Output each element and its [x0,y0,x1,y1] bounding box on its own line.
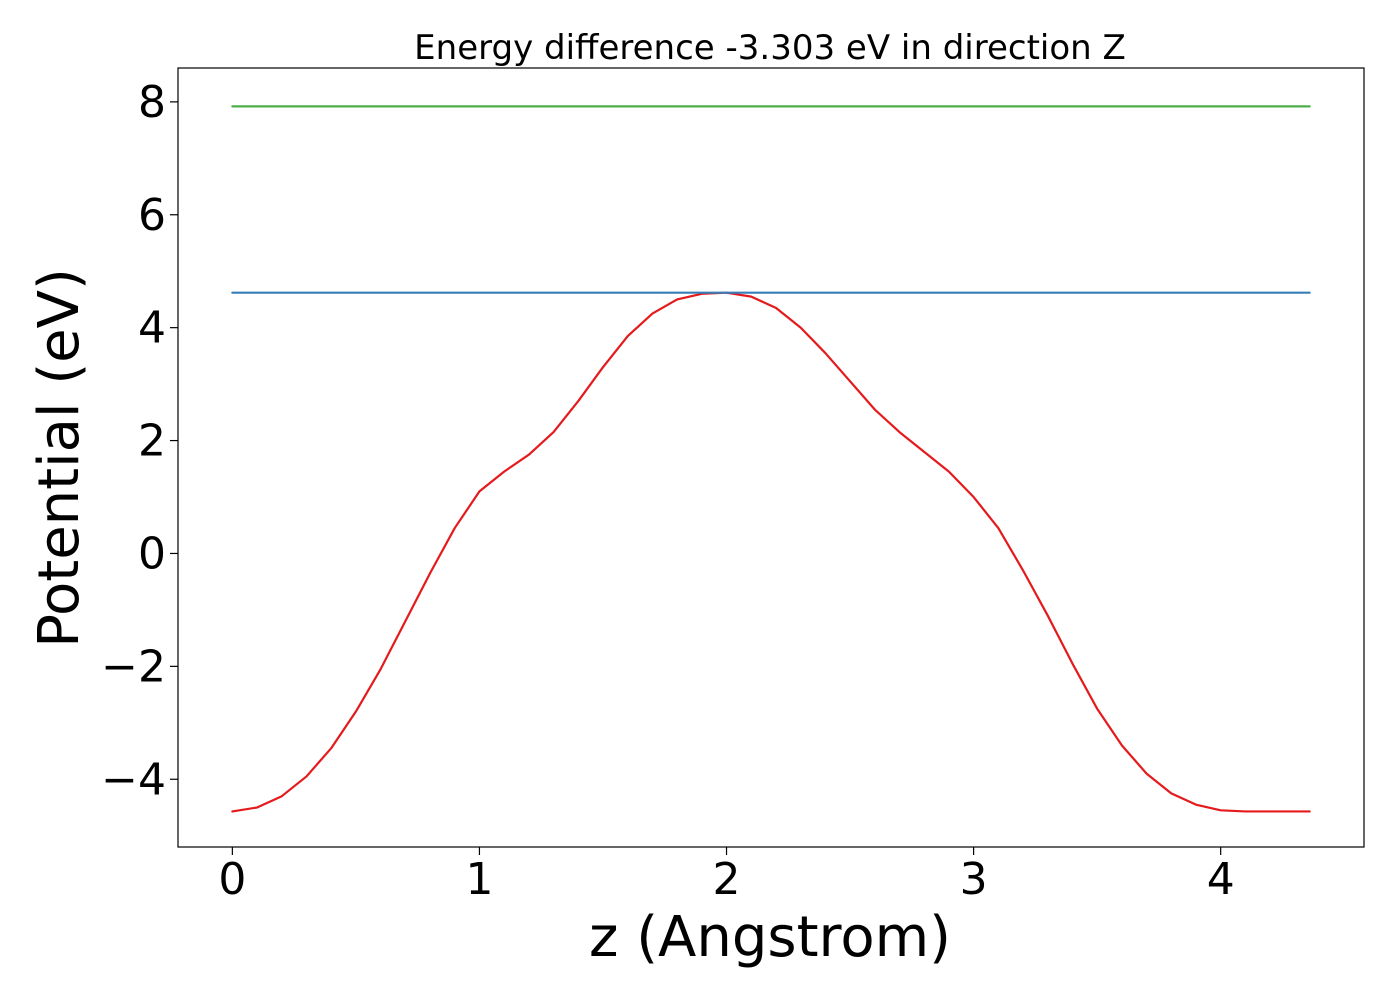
x-tick-label-2: 2 [713,854,741,905]
x-tick-label-1: 1 [465,854,493,905]
y-tick-label-6: 8 [138,77,166,128]
y-tick-label-3: 2 [138,416,166,467]
y-tick-label-5: 6 [138,190,166,241]
plot-frame [177,67,1365,848]
y-tick-label-4: 4 [138,303,166,354]
axes-layer: 0 1 2 3 4 −4 −2 0 2 4 6 8 [101,67,1365,905]
y-tick-label-2: 0 [138,528,166,579]
series-line-1 [231,291,1311,813]
plot-area [178,68,1364,847]
y-tick-label-0: −4 [101,754,166,805]
x-tick-label-4: 4 [1207,854,1235,905]
y-axis-title: Potential (eV) [27,268,92,648]
y-tick-label-1: −2 [101,641,166,692]
plot-background [178,68,1364,847]
chart-title: Energy difference -3.303 eV in direction… [414,28,1126,68]
x-tick-label-3: 3 [960,854,988,905]
x-axis-title: z (Angstrom) [589,905,951,970]
series-layer [231,105,1311,813]
x-tick-label-0: 0 [218,854,246,905]
